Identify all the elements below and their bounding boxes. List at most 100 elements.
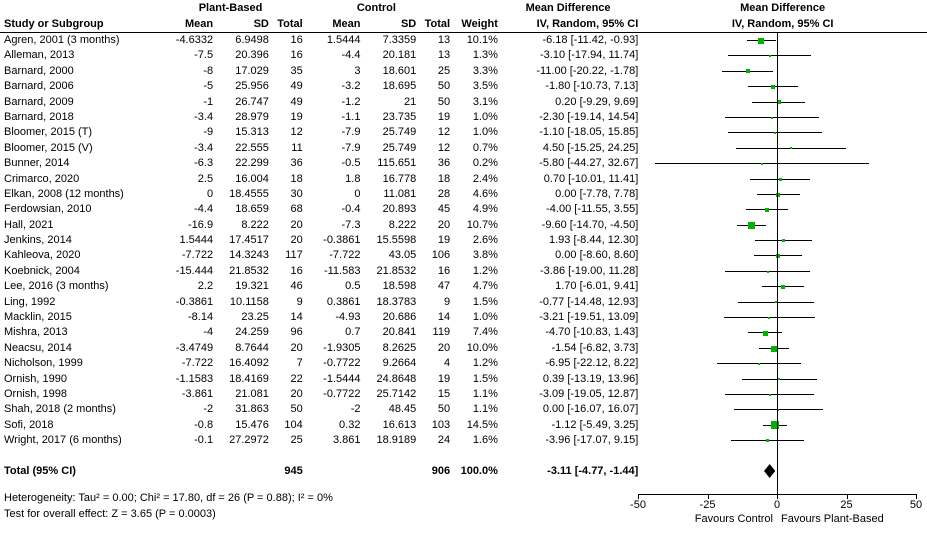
md-ci-text-cell: -1.80 [-10.73, 7.13]: [545, 80, 639, 93]
table-row: Sofi, 2018 -0.8 15.476 104 0.32 16.613 103 14.5…: [0, 418, 927, 433]
pb-mean-cell: 2.2: [197, 280, 214, 293]
effect-marker: [758, 37, 765, 44]
ci-plot-cell: [638, 202, 927, 217]
weight-cell: 14.5%: [466, 418, 498, 431]
ci-column-header: IV, Random, 95% CI: [536, 18, 639, 30]
md-ci-text-cell: -3.09 [-19.05, 12.87]: [539, 387, 639, 400]
study-name: Lee, 2016 (3 months): [4, 280, 109, 293]
table-row: Mishra, 2013 -4 24.259 96 0.7 20.841 119 7.4% -4…: [0, 325, 927, 340]
control-total-cell: 18: [437, 172, 451, 185]
axis-tick: [638, 494, 639, 499]
effect-marker: [782, 239, 786, 243]
pb-total-cell: 46: [290, 280, 303, 293]
effect-marker: [762, 330, 768, 336]
control-mean-cell: -3.2: [341, 80, 361, 93]
control-mean-cell: -0.7722: [323, 357, 361, 370]
mean-difference-header-text: Mean Difference: [525, 2, 611, 14]
weight-cell: 1.1%: [472, 387, 498, 400]
pb-mean-cell: 1.5444: [179, 234, 214, 247]
ci-plot-cell: [638, 341, 927, 356]
pb-mean-cell: -1.1583: [175, 372, 214, 385]
pb-sd-cell: 19.321: [235, 280, 269, 293]
study-name: Crimarco, 2020: [4, 172, 80, 185]
study-name: Barnard, 2009: [4, 95, 74, 108]
effect-marker: [778, 378, 781, 381]
study-name: Neacsu, 2014: [4, 341, 72, 354]
weight-cell: 1.2%: [472, 357, 498, 370]
pb-sd-cell: 21.081: [235, 387, 269, 400]
pb-mean-cell: -2: [203, 403, 214, 416]
pb-mean-cell: -9: [203, 126, 214, 139]
control-total-cell: 16: [437, 264, 451, 277]
table-row: Lee, 2016 (3 months) 2.2 19.321 46 0.5 18.598…: [0, 279, 927, 294]
weight-cell: 1.6%: [472, 434, 498, 447]
weight-cell: 1.0%: [472, 110, 498, 123]
study-name: Mishra, 2013: [4, 326, 68, 339]
control-sd-cell: 21.8532: [376, 264, 417, 277]
control-total-cell: 20: [437, 218, 451, 231]
weight-cell: 3.8%: [472, 249, 498, 262]
pb-mean-cell: -5: [203, 80, 214, 93]
pb-mean-cell: -3.4: [194, 110, 214, 123]
spacer: [158, 463, 213, 479]
pb-mean-cell: 2.5: [197, 172, 214, 185]
control-mean-cell: -1.2: [341, 95, 361, 108]
study-name: Bloomer, 2015 (T): [4, 126, 93, 139]
md-ci-text-cell: -2.30 [-19.14, 14.54]: [539, 110, 639, 123]
pb-sd-cell: 21.8532: [229, 264, 269, 277]
pb-mean-cell: -3.861: [181, 387, 214, 400]
pb-sd-cell: 18.4555: [229, 187, 269, 200]
control-sd-cell: 43.05: [388, 249, 417, 262]
pb-sd-cell: 23.25: [241, 311, 269, 324]
control-mean-cell: -7.3: [341, 218, 361, 231]
table-row: Crimarco, 2020 2.5 16.004 18 1.8 16.778 18 2.4%…: [0, 172, 927, 187]
md-ci-text-cell: -11.00 [-20.22, -1.78]: [536, 64, 639, 77]
axis-tick: [777, 494, 778, 499]
study-column-header: Study or Subgroup: [4, 18, 104, 30]
pb-total-cell: 7: [296, 357, 303, 370]
table-row: Macklin, 2015 -8.14 23.25 14 -4.93 20.686 14 1.…: [0, 310, 927, 325]
total-row: Total (95% CI) 945 906 100.0% -3.11 [-4.…: [0, 463, 927, 479]
table-row: Ferdowsian, 2010 -4.4 18.659 68 -0.4 20.893 45…: [0, 202, 927, 217]
table-header: Plant-Based Control Mean Difference Mean…: [0, 0, 927, 33]
pb-mean-cell: -1: [203, 95, 214, 108]
control-mean-cell: 3.861: [332, 434, 361, 447]
spacer: [360, 463, 416, 479]
effect-marker: [776, 192, 781, 197]
control-sd-cell: 18.601: [382, 64, 417, 77]
control-mean-cell: 1.5444: [326, 34, 361, 46]
pb-sd-cell: 18.4169: [229, 372, 269, 385]
pb-total-cell: 22: [290, 372, 303, 385]
pb-total-cell: 20: [290, 234, 303, 247]
pb-mean-cell: -4: [203, 326, 214, 339]
effect-marker: [774, 132, 777, 135]
effect-marker: [789, 147, 792, 150]
group-header-row: Plant-Based Control Mean Difference Mean…: [0, 0, 927, 16]
weight-cell: 0.7%: [472, 141, 498, 154]
control-total-cell: 50: [437, 80, 451, 93]
zero-reference-line: [777, 33, 778, 494]
total-md-ci-text: -3.11 [-4.77, -1.44]: [547, 465, 639, 477]
ci-plot-cell: [638, 141, 927, 156]
control-mean-cell: -0.4: [341, 203, 361, 216]
pb-sd-cell: 10.1158: [229, 295, 269, 308]
pb-sd-cell: 27.2972: [229, 434, 269, 447]
md-ci-text-cell: -3.10 [-17.94, 11.74]: [540, 49, 639, 62]
control-total-cell: 47: [437, 280, 451, 293]
table-row: Neacsu, 2014 -3.4749 8.7644 20 -1.9305 8.2625…: [0, 341, 927, 356]
control-sd-cell: 7.3359: [382, 34, 417, 46]
ci-plot-cell: [638, 79, 927, 94]
control-total-cell: 19: [437, 234, 451, 247]
pb-total-cell: 96: [290, 326, 303, 339]
axis-tick-label: -25: [699, 499, 716, 511]
control-mean-cell: -0.7722: [323, 387, 361, 400]
pb-sd-cell: 25.956: [235, 80, 269, 93]
weight-cell: 1.0%: [472, 311, 498, 324]
study-name: Elkan, 2008 (12 months): [4, 187, 124, 200]
table-row: Agren, 2001 (3 months) -4.6332 6.9498 16 1.5…: [0, 33, 927, 48]
control-sd-cell: 20.841: [382, 326, 417, 339]
ci-plot-cell: [638, 264, 927, 279]
control-mean-cell: 0.7: [345, 326, 361, 339]
effect-marker: [766, 270, 769, 273]
